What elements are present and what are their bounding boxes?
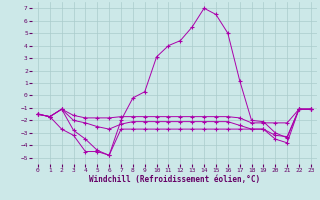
X-axis label: Windchill (Refroidissement éolien,°C): Windchill (Refroidissement éolien,°C) [89, 175, 260, 184]
